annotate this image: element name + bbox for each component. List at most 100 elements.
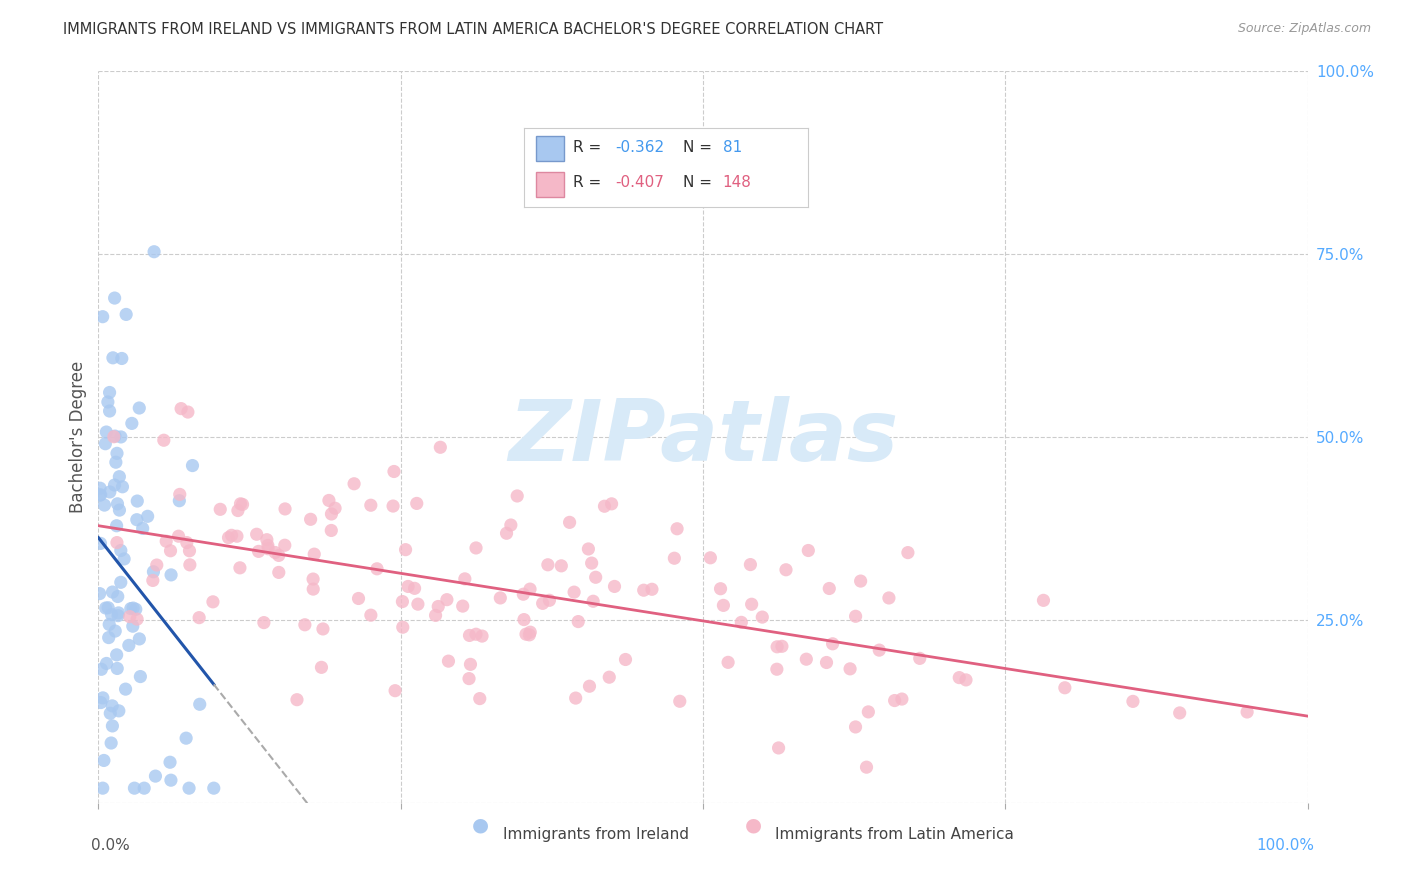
Point [1236,705,1258,719]
Point [1168,706,1191,720]
Point [121,417,143,431]
Point [105,535,128,549]
Point [641,582,664,597]
Point [90,662,112,676]
Point [405,496,427,510]
Point [143,244,166,259]
Point [202,781,225,796]
Point [105,518,128,533]
Point [821,637,844,651]
Point [668,694,690,708]
Point [302,572,325,586]
Point [451,599,474,613]
Point [90,696,112,710]
Text: ●: ● [745,815,762,835]
Point [321,507,343,521]
Point [347,591,370,606]
Point [103,478,125,492]
Point [257,541,280,556]
Point [229,497,252,511]
Point [91,310,114,324]
Point [111,480,134,494]
Point [576,541,599,556]
Point [247,544,270,558]
Point [155,534,177,549]
Point [232,498,254,512]
Point [114,682,136,697]
Point [110,543,132,558]
Point [98,485,121,500]
Text: R =: R = [572,176,606,190]
Point [506,489,529,503]
Point [404,582,426,596]
Point [267,566,290,580]
Point [170,401,193,416]
Point [603,579,626,593]
FancyBboxPatch shape [536,136,564,161]
Point [104,291,127,305]
Point [176,535,198,549]
Text: Source: ZipAtlas.com: Source: ZipAtlas.com [1237,22,1371,36]
Text: IMMIGRANTS FROM IRELAND VS IMMIGRANTS FROM LATIN AMERICA BACHELOR'S DEGREE CORRE: IMMIGRANTS FROM IRELAND VS IMMIGRANTS FR… [63,22,883,37]
Point [108,503,131,517]
Point [858,705,880,719]
Point [159,543,181,558]
Point [131,521,153,535]
Point [730,615,752,630]
Point [855,760,877,774]
Point [91,781,114,796]
Text: 100.0%: 100.0% [1257,838,1315,853]
Point [120,601,142,615]
Point [107,606,129,620]
Point [101,351,124,365]
Point [797,543,820,558]
Text: ZIPatlas: ZIPatlas [508,395,898,479]
Point [274,502,297,516]
Point [425,608,447,623]
Point [93,754,115,768]
Point [118,609,141,624]
Text: R =: R = [572,140,606,155]
Point [142,565,165,579]
Point [1032,593,1054,607]
Text: ●: ● [472,815,489,835]
Point [188,698,211,712]
Point [107,608,129,623]
Point [128,401,150,415]
Point [177,405,200,419]
Point [582,594,605,608]
Point [134,781,156,796]
Point [598,670,620,684]
Text: 81: 81 [723,140,742,155]
Point [593,500,616,514]
Point [125,612,148,626]
Point [844,720,866,734]
Point [318,493,340,508]
Point [458,672,481,686]
Point [105,661,128,675]
Point [129,669,152,683]
Point [108,704,131,718]
Point [118,639,141,653]
Point [454,572,477,586]
Point [94,436,117,450]
Point [101,698,124,713]
Point [125,602,148,616]
Point [1122,694,1144,708]
Text: N =: N = [683,176,717,190]
Point [740,558,762,572]
Point [818,582,841,596]
Point [391,594,413,608]
Point [100,736,122,750]
Point [107,590,129,604]
Point [794,652,817,666]
Point [465,541,488,555]
Point [93,498,115,512]
Point [890,692,912,706]
Point [94,601,117,615]
Point [775,563,797,577]
Point [382,465,405,479]
Point [741,597,763,611]
Point [110,575,132,590]
Point [468,691,491,706]
